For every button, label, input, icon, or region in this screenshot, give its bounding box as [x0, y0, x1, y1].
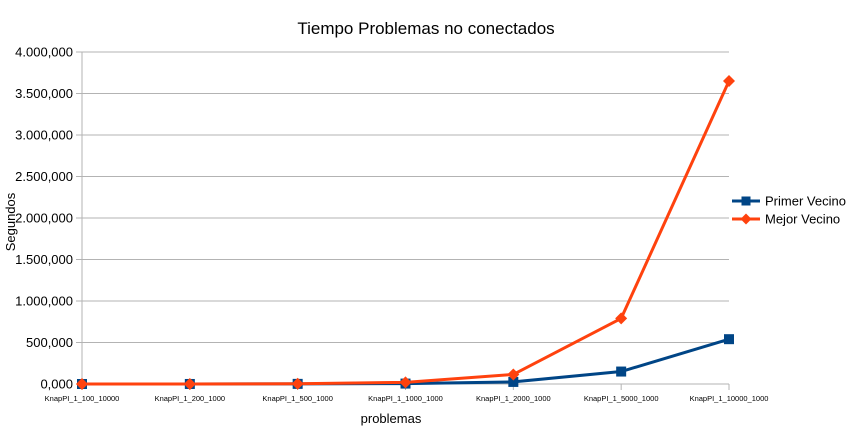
- x-tick-labels: KnapPI_1_100_10000 KnapPI_1_200_1000 KnapP…: [45, 394, 769, 403]
- chart-title: Tiempo Problemas no conectados: [297, 19, 554, 38]
- data-point-square: [616, 366, 627, 377]
- x-tick-label: KnapPI_1_100_10000: [45, 394, 120, 403]
- data-point-diamond: [615, 312, 628, 325]
- x-tick-label: KnapPI_1_500_1000: [262, 394, 333, 403]
- legend-label: Mejor Vecino: [765, 212, 840, 227]
- x-tick-label: KnapPI_1_200_1000: [155, 394, 226, 403]
- y-tick-label: 500,000: [26, 335, 73, 350]
- x-tick-label: KnapPI_1_1000_1000: [368, 394, 443, 403]
- y-tick-labels: 0,000 500,000 1.000,000 1.500,000 2.000,000 2…: [15, 45, 73, 392]
- legend-label: Primer Vecino: [765, 194, 846, 209]
- data-point-square: [508, 376, 519, 387]
- y-tick-label: 3.000,000: [15, 128, 73, 143]
- y-tick-label: 4.000,000: [15, 45, 73, 60]
- y-tick-label: 1.000,000: [15, 294, 73, 309]
- series-lines: [76, 75, 735, 390]
- y-tick-label: 2.500,000: [15, 169, 73, 184]
- data-point-square: [724, 334, 734, 345]
- data-point-diamond: [399, 376, 412, 389]
- data-point-diamond: [507, 368, 520, 381]
- data-point-diamond: [740, 213, 752, 225]
- grid-lines: [76, 51, 729, 385]
- y-tick-label: 2.000,000: [15, 211, 73, 226]
- x-tick-label: KnapPI_1_2000_1000: [476, 394, 551, 403]
- axes: [81, 52, 730, 390]
- y-axis-label: Segundos: [3, 192, 18, 251]
- data-point-diamond: [723, 75, 735, 88]
- y-tick-label: 3.500,000: [15, 86, 73, 101]
- y-tick-label: 0,000: [40, 377, 73, 392]
- series-line: [81, 80, 731, 386]
- y-tick-label: 1.500,000: [15, 252, 73, 267]
- x-tick-label: KnapPI_1_5000_1000: [584, 394, 659, 403]
- legend: Primer Vecino Mejor Vecino: [732, 194, 846, 227]
- x-axis-label: problemas: [361, 411, 422, 426]
- x-tick-label: KnapPI_1_10000_1000: [690, 394, 769, 403]
- data-point-diamond: [76, 378, 88, 390]
- data-point-square: [741, 196, 751, 206]
- data-point-diamond: [183, 377, 196, 390]
- data-point-diamond: [291, 377, 304, 390]
